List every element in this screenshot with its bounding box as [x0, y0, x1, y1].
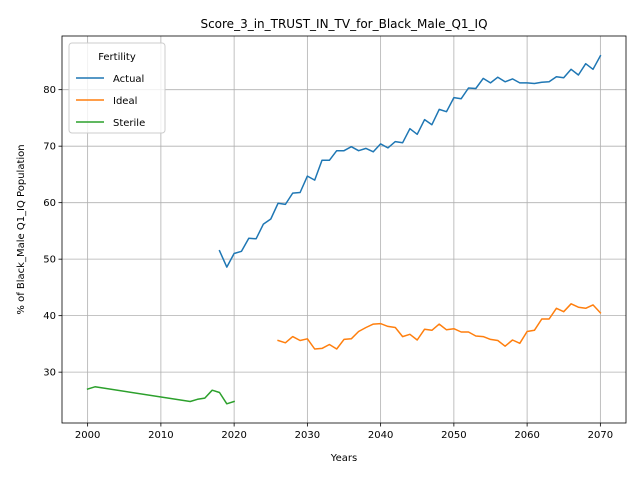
y-tick-label: 50 [43, 255, 56, 266]
legend-label-ideal: Ideal [113, 96, 137, 107]
legend-box [68, 42, 166, 134]
legend-label-actual: Actual [113, 74, 144, 85]
y-axis-label: % of Black_Male Q1_IQ Population [16, 144, 27, 314]
series-line-ideal [277, 303, 602, 350]
x-tick-label: 2070 [588, 430, 613, 441]
x-tick-label: 2060 [514, 430, 539, 441]
y-tick-label: 70 [43, 142, 56, 153]
series-lines [86, 54, 602, 405]
series-line-sterile [86, 386, 236, 405]
axis-ticks: 2000 2010 2020 2030 2040 2050 2060 2070 30 40 50 60… [43, 85, 613, 441]
legend: Fertility Actual Ideal Sterile [68, 42, 166, 134]
x-tick-label: 2030 [295, 430, 320, 441]
y-tick-label: 60 [43, 198, 56, 209]
y-tick-label: 80 [43, 85, 56, 96]
legend-title: Fertility [98, 52, 136, 63]
y-tick-label: 30 [43, 368, 56, 379]
x-axis-label: Years [330, 453, 357, 464]
grid [62, 36, 626, 423]
x-tick-label: 2050 [441, 430, 466, 441]
chart-title: Score_3_in_TRUST_IN_TV_for_Black_Male_Q1… [200, 17, 487, 31]
y-tick-label: 40 [43, 311, 56, 322]
series-line-actual [218, 54, 602, 268]
plot-area-frame [61, 35, 627, 424]
x-tick-label: 2010 [148, 430, 173, 441]
legend-label-sterile: Sterile [113, 118, 145, 129]
x-tick-label: 2020 [221, 430, 246, 441]
x-tick-label: 2000 [75, 430, 100, 441]
x-tick-label: 2040 [368, 430, 393, 441]
